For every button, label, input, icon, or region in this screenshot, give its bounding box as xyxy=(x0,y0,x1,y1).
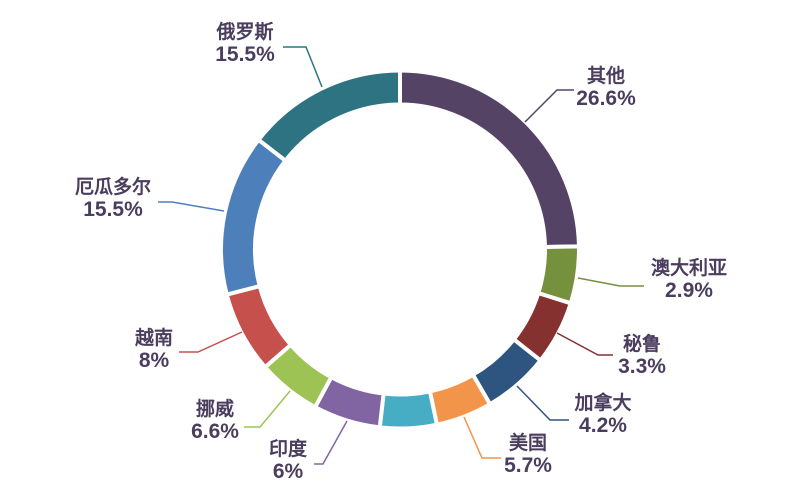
segment-percentage: 2.9% xyxy=(665,279,713,302)
segment-percentage: 3.3% xyxy=(618,355,666,378)
segment-callout-挪威: 挪威 6.6% xyxy=(191,399,239,443)
segment-callout-秘鲁: 秘鲁 3.3% xyxy=(618,334,666,378)
segment-callout-越南: 越南 8% xyxy=(135,328,173,372)
donut-segment-unlabeled xyxy=(377,389,439,431)
leader-line-秘鲁 xyxy=(556,332,613,356)
leader-line-挪威 xyxy=(244,390,291,428)
donut-segment-越南 xyxy=(224,284,293,370)
segment-percentage: 15.5% xyxy=(83,198,143,221)
segment-callout-印度: 印度 6% xyxy=(269,439,307,483)
leader-line-俄罗斯 xyxy=(283,46,323,88)
segment-percentage: 15.5% xyxy=(215,43,275,66)
segment-name: 其他 xyxy=(586,66,626,87)
segment-percentage: 6% xyxy=(272,460,304,483)
segment-percentage: 26.6% xyxy=(576,87,636,110)
segment-name: 秘鲁 xyxy=(622,334,661,355)
segment-name: 加拿大 xyxy=(574,393,632,414)
segment-name: 挪威 xyxy=(195,399,234,420)
leader-line-厄瓜多尔 xyxy=(158,201,225,212)
segment-name: 美国 xyxy=(508,433,547,454)
leader-line-美国 xyxy=(463,416,501,459)
leader-line-澳大利亚 xyxy=(577,277,644,287)
donut-segment-其他 xyxy=(398,68,581,249)
leader-line-印度 xyxy=(314,420,348,465)
leader-line-加拿大 xyxy=(516,385,569,421)
segment-percentage: 6.6% xyxy=(191,420,239,443)
segment-name: 印度 xyxy=(268,439,308,460)
segment-percentage: 8% xyxy=(138,349,170,372)
segment-name: 越南 xyxy=(134,328,174,349)
segment-percentage: 4.2% xyxy=(579,414,627,437)
donut-segment-厄瓜多尔 xyxy=(219,137,288,297)
segment-callout-美国: 美国 5.7% xyxy=(504,433,552,477)
segment-callout-其他: 其他 26.6% xyxy=(576,66,636,110)
segment-name: 厄瓜多尔 xyxy=(74,177,152,198)
segment-callout-俄罗斯: 俄罗斯 15.5% xyxy=(215,22,275,66)
segment-name: 澳大利亚 xyxy=(650,258,728,279)
donut-segment-俄罗斯 xyxy=(256,68,402,163)
segment-callout-加拿大: 加拿大 4.2% xyxy=(574,393,631,437)
segment-callout-澳大利亚: 澳大利亚 2.9% xyxy=(651,258,727,302)
leader-line-其他 xyxy=(524,89,574,123)
leader-line-越南 xyxy=(179,331,243,353)
segment-name: 俄罗斯 xyxy=(216,22,274,43)
segment-percentage: 5.7% xyxy=(504,454,552,477)
segment-callout-厄瓜多尔: 厄瓜多尔 15.5% xyxy=(75,177,151,221)
